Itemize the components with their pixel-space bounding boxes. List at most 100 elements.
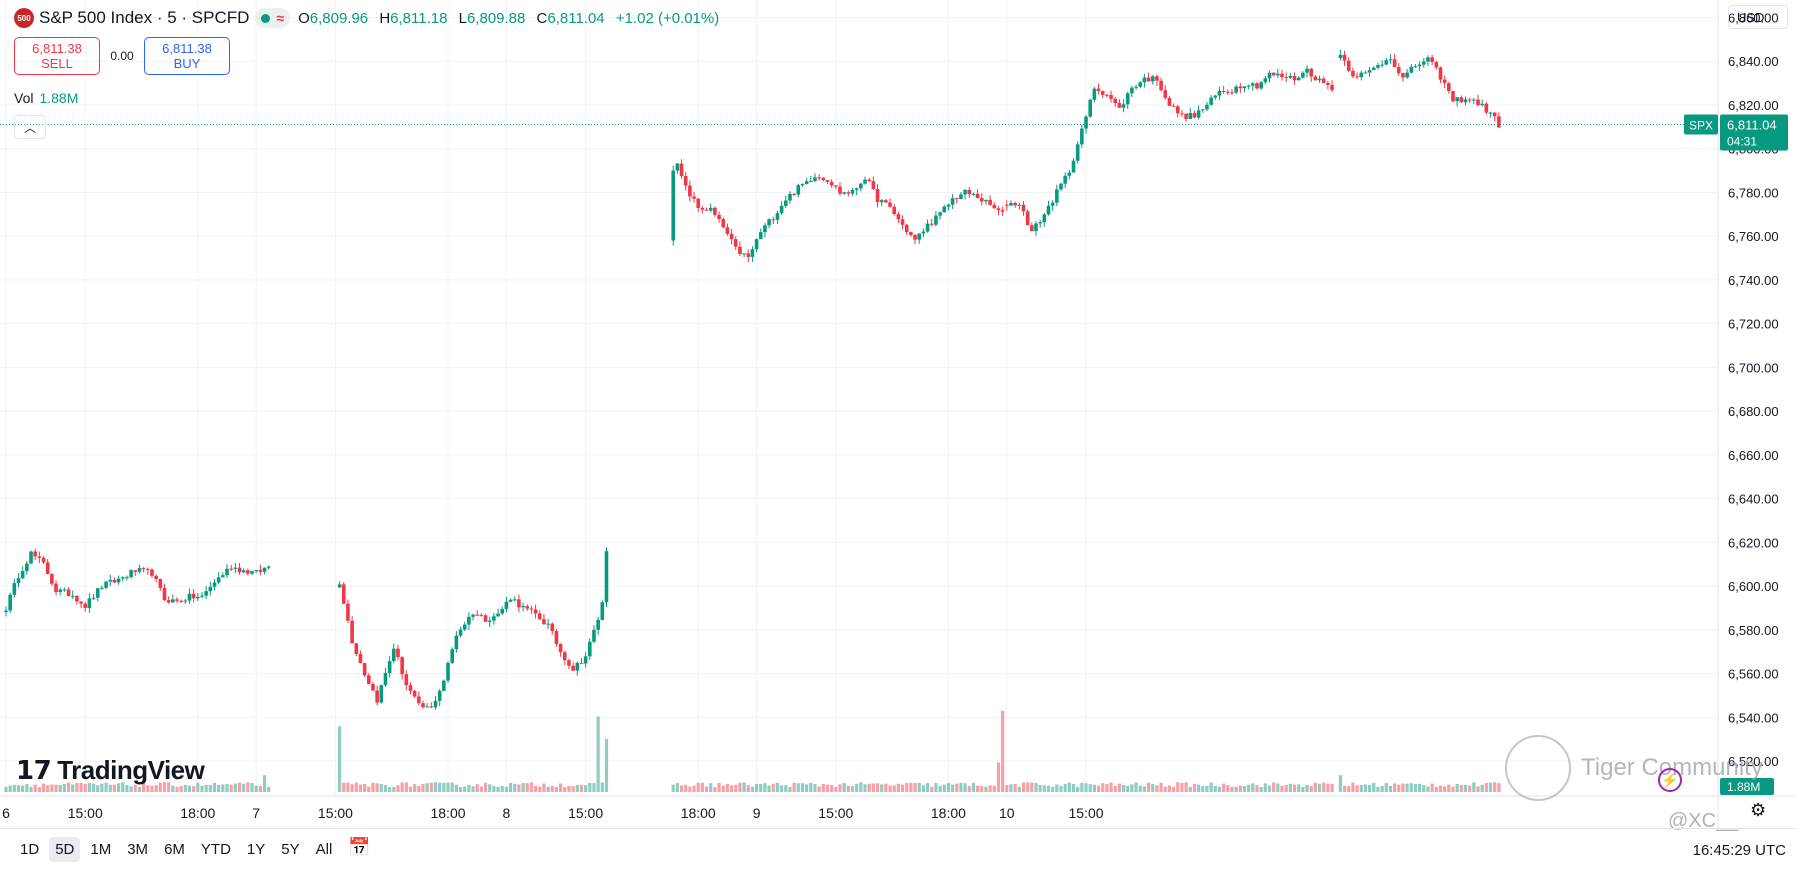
volume-bar xyxy=(1030,782,1034,792)
volume-bar xyxy=(1105,784,1109,792)
range-1m[interactable]: 1M xyxy=(90,841,112,858)
volume-bar xyxy=(112,784,117,792)
volume-bar xyxy=(1384,783,1388,792)
volume-bar xyxy=(700,782,704,792)
volume-bar xyxy=(1038,785,1042,792)
y-tick-label: 6,620.00 xyxy=(1728,535,1779,550)
candle-body xyxy=(779,205,784,214)
volume-bar xyxy=(1234,786,1238,792)
volume-bar xyxy=(1297,784,1301,792)
candle-body xyxy=(1430,57,1434,63)
volume-bar xyxy=(446,782,450,792)
candle-body xyxy=(1259,82,1263,89)
volume-bar xyxy=(1013,783,1017,792)
volume-bar xyxy=(1359,784,1363,792)
candle-body xyxy=(1497,116,1501,128)
range-3m[interactable]: 3M xyxy=(127,841,149,858)
candle-body xyxy=(1472,99,1476,101)
range-6m[interactable]: 6M xyxy=(164,841,185,858)
candle-body xyxy=(763,225,767,233)
y-tick-label: 6,580.00 xyxy=(1728,623,1779,638)
volume-bar xyxy=(1272,782,1276,792)
range-1y[interactable]: 1Y xyxy=(246,841,266,858)
market-status-pill[interactable]: ≈ xyxy=(255,8,291,28)
candle-body xyxy=(1071,160,1076,173)
range-ytd[interactable]: YTD xyxy=(200,841,231,858)
lightning-icon[interactable]: ⚡ xyxy=(1658,768,1682,792)
volume-bar xyxy=(354,782,358,792)
calendar-goto-icon[interactable]: 📅 xyxy=(348,837,371,857)
y-tick-label: 6,640.00 xyxy=(1728,492,1779,507)
candle-body xyxy=(1046,205,1051,215)
tradingview-logo[interactable]: 𝟭𝟳 TradingView xyxy=(16,755,205,786)
candle-body xyxy=(700,207,705,210)
candle-body xyxy=(258,570,263,572)
volume-bar xyxy=(417,785,421,792)
x-tick-label: 15:00 xyxy=(568,805,603,821)
candle-body xyxy=(1326,82,1330,86)
candle-body xyxy=(1292,75,1297,81)
candle-body xyxy=(963,189,967,195)
candle-body xyxy=(1021,204,1026,212)
volume-bar xyxy=(54,784,58,792)
volume-bar xyxy=(508,782,513,792)
volume-bar xyxy=(438,782,442,792)
candle-body xyxy=(341,584,346,604)
candle-body xyxy=(412,690,417,697)
volume-bar xyxy=(600,782,604,792)
buy-button[interactable]: 6,811.38 BUY xyxy=(144,37,230,75)
candle-body xyxy=(221,575,225,578)
range-5d[interactable]: 5D xyxy=(49,837,81,862)
candle-body xyxy=(417,696,421,704)
volume-bar xyxy=(963,783,967,792)
candle-body xyxy=(95,588,100,598)
candle-body xyxy=(796,185,801,195)
symbol-title[interactable]: S&P 500 Index · 5 · SPCFD xyxy=(39,8,250,27)
volume-bar xyxy=(780,785,784,792)
currency-selector[interactable]: USD xyxy=(1728,5,1788,29)
range-5y[interactable]: 5Y xyxy=(281,841,300,858)
candle-body xyxy=(875,188,880,203)
range-all[interactable]: All xyxy=(315,841,333,858)
volume-legend[interactable]: Vol 1.88M xyxy=(14,90,78,106)
volume-bar xyxy=(1347,786,1351,792)
collapse-legend-button[interactable]: ︿ xyxy=(14,115,46,139)
candle-body xyxy=(1105,94,1109,96)
sell-button[interactable]: 6,811.38 SELL xyxy=(14,37,100,75)
volume-bar xyxy=(1388,785,1393,792)
candle-body xyxy=(1038,222,1042,224)
volume-bar xyxy=(33,784,37,792)
price-chart[interactable]: 6,520.00 6,540.00 6,560.00 6,580.00 6,600.00… xyxy=(0,0,1796,828)
candle-body xyxy=(1338,54,1343,59)
volume-bar xyxy=(775,782,780,792)
candle-body xyxy=(1309,68,1314,77)
candle-body xyxy=(721,219,726,228)
candle-body xyxy=(892,206,897,215)
candle-body xyxy=(1050,202,1055,206)
candle-body xyxy=(479,614,484,616)
candle-body xyxy=(1426,57,1430,62)
candle-body xyxy=(383,672,388,686)
volume-bar xyxy=(1109,782,1113,792)
settings-gear-icon[interactable]: ⚙ xyxy=(1750,800,1767,820)
last-price-tag-bg xyxy=(1720,114,1788,151)
candle-body xyxy=(204,591,208,596)
candle-body xyxy=(1059,183,1063,190)
watermark-handle: @XC__ xyxy=(1668,810,1739,832)
candle-body xyxy=(1451,91,1455,102)
range-1d[interactable]: 1D xyxy=(20,841,40,858)
candle-body xyxy=(1217,91,1222,96)
data-wave-icon: ≈ xyxy=(276,10,285,26)
candle-body xyxy=(884,200,888,203)
last-volume-label: 1.88M xyxy=(1727,780,1760,794)
y-tick-label: 6,700.00 xyxy=(1728,360,1779,375)
volume-bar xyxy=(934,783,938,792)
candle-body xyxy=(1305,68,1309,73)
volume-bar xyxy=(755,783,759,792)
utc-clock[interactable]: 16:45:29 UTC xyxy=(1692,842,1786,859)
volume-bar xyxy=(996,762,1001,792)
candle-body xyxy=(1296,77,1301,81)
candle-body xyxy=(1351,70,1355,77)
volume-bar xyxy=(158,782,162,792)
candle-body xyxy=(141,568,146,570)
